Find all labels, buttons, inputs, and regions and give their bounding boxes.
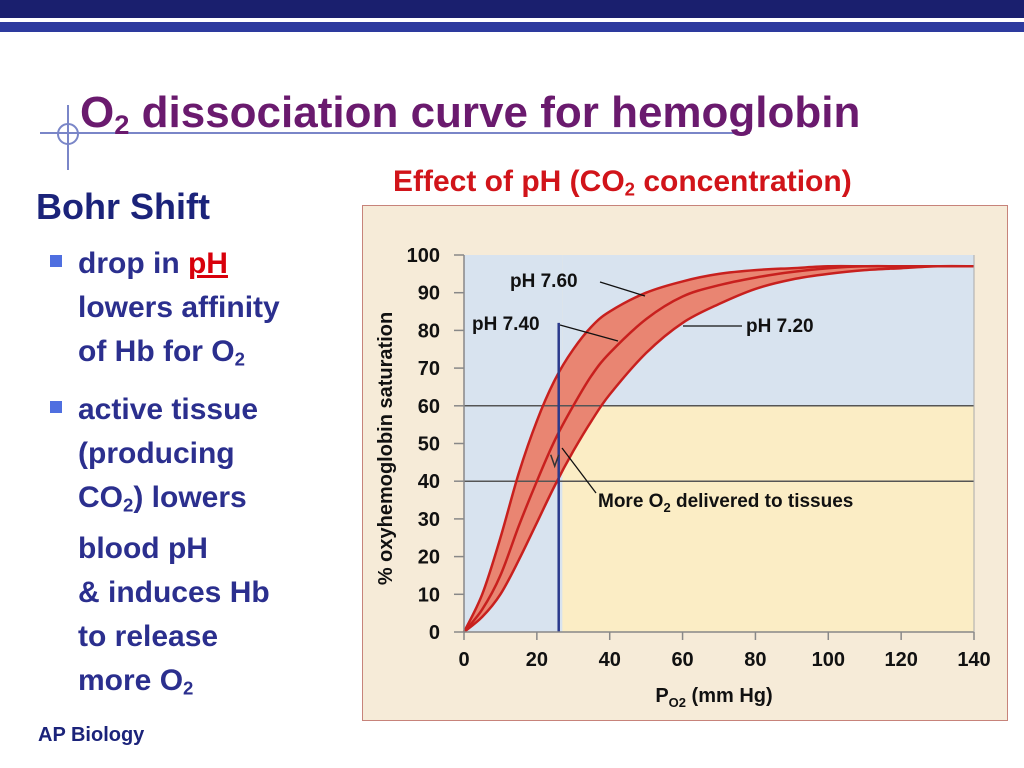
y-tick-label: 70 <box>418 358 440 380</box>
y-tick-label: 90 <box>418 283 440 305</box>
x-axis-label: PO2 (mm Hg) <box>655 685 772 710</box>
annotation-leader <box>559 324 619 342</box>
x-tick-label: 100 <box>812 649 845 671</box>
delivery-leader <box>561 447 597 494</box>
ph-highlight: pH <box>187 247 228 280</box>
x-tick-label: 120 <box>884 649 917 671</box>
y-tick-label: 30 <box>418 509 440 531</box>
x-tick-label: 140 <box>957 649 990 671</box>
bullet-item: drop in pH lowers affinity of Hb for O2 <box>48 242 348 382</box>
crosshair-decoration-circle <box>57 123 79 145</box>
dissociation-chart: 0 10 20 30 40 50 60 70 80 90 100 0 20 40 60 80 100 120 140… <box>375 245 991 710</box>
bullet-list: drop in pH lowers affinity of Hb for O2 … <box>48 242 348 717</box>
y-tick-label: 20 <box>418 547 440 569</box>
curve-label: pH 7.40 <box>472 314 540 335</box>
annotation-leader <box>599 281 646 297</box>
footer-label: AP Biology <box>38 724 145 746</box>
y-tick-label: 60 <box>418 396 440 418</box>
x-tick-label: 40 <box>599 649 621 671</box>
bullet-item: active tissue (producing CO2) lowers blo… <box>48 388 348 711</box>
header-band-stripe <box>0 22 1024 32</box>
y-tick-label: 40 <box>418 471 440 493</box>
x-tick-label: 60 <box>671 649 693 671</box>
y-tick-label: 0 <box>429 622 440 644</box>
delivery-arrow-icon <box>550 454 560 469</box>
delivery-label: More O2 delivered to tissues <box>598 491 853 515</box>
x-tick-label: 0 <box>458 649 469 671</box>
y-tick-label: 100 <box>407 245 440 267</box>
curve-label: pH 7.20 <box>746 316 814 337</box>
x-tick-label: 20 <box>526 649 548 671</box>
x-tick-label: 80 <box>744 649 766 671</box>
bullet-square-icon <box>50 400 62 413</box>
title-underline <box>40 132 750 134</box>
bullet-square-icon <box>50 255 62 267</box>
slide-title: O2 dissociation curve for hemoglobin <box>80 88 861 140</box>
y-tick-label: 50 <box>418 434 440 456</box>
y-tick-label: 10 <box>418 584 440 606</box>
ph-range-band <box>464 266 974 632</box>
curve-pH740 <box>463 264 974 633</box>
curve-pH720 <box>463 264 975 633</box>
y-axis-label: % oxyhemoglobin saturation <box>375 312 397 585</box>
y-tick-label: 80 <box>418 320 440 342</box>
chart-title: Effect of pH (CO2 concentration) <box>393 165 852 200</box>
curve-label: pH 7.60 <box>510 271 578 292</box>
bohr-shift-heading: Bohr Shift <box>36 186 210 227</box>
header-band <box>0 0 1024 18</box>
